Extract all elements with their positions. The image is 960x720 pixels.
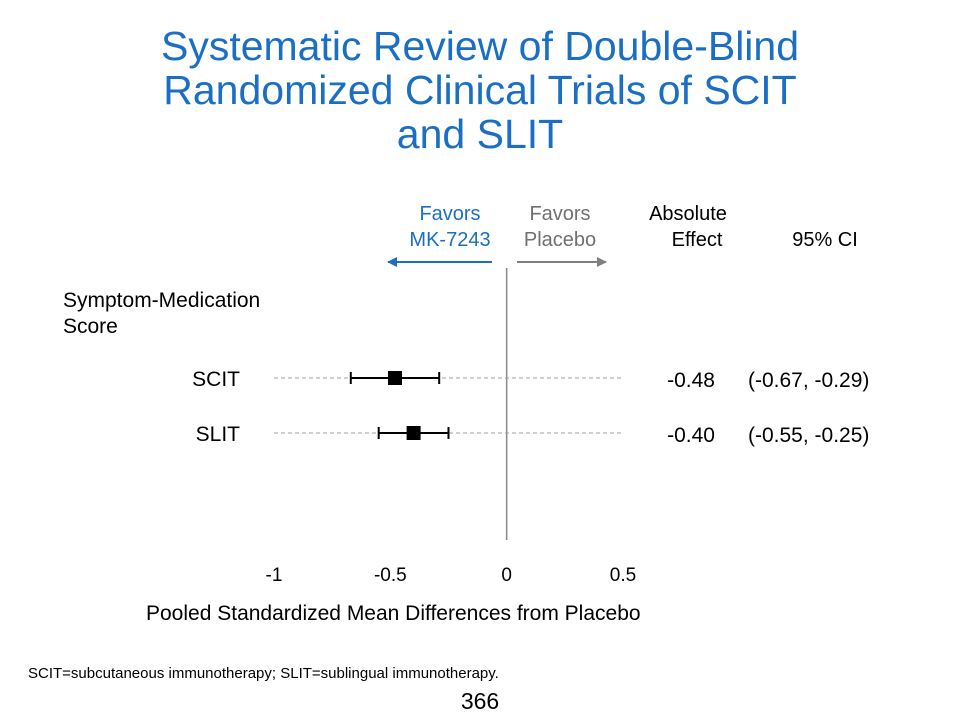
absolute-effect-value: -0.40 — [667, 424, 715, 447]
absolute-effect-value: -0.48 — [667, 369, 715, 392]
favors-drug-line-2: MK-7243 — [409, 229, 491, 251]
page-number: 366 — [460, 688, 500, 714]
absolute-effect-line-1: Absolute — [649, 203, 727, 225]
point-estimate — [387, 371, 402, 385]
ci-value: (-0.67, -0.29) — [748, 369, 869, 392]
x-tick-label: -0.5 — [374, 565, 407, 586]
point-estimate — [406, 426, 421, 440]
absolute-effect-header: Absolute Effect — [628, 201, 748, 253]
favors-placebo-line-1: Favors — [529, 203, 591, 225]
outcome-label-line-1: Symptom-Medication — [63, 289, 261, 312]
x-tick-label: -1 — [266, 565, 283, 586]
x-tick-label: 0 — [501, 565, 512, 586]
title-line-1: Systematic Review of Double-Blind — [160, 23, 800, 69]
favors-drug-line-1: Favors — [419, 203, 481, 225]
outcome-label-line-2: Score — [63, 315, 118, 338]
absolute-effect-line-2: Effect — [671, 229, 723, 251]
row-label: SCIT — [192, 368, 240, 391]
title-line-3: and SLIT — [396, 111, 564, 157]
favors-placebo-line-2: Placebo — [523, 229, 597, 251]
favors-drug-header: Favors MK-7243 — [395, 201, 505, 253]
favors-placebo-header: Favors Placebo — [505, 201, 615, 253]
footnote: SCIT=subcutaneous immunotherapy; SLIT=su… — [28, 665, 499, 682]
row-label: SLIT — [196, 423, 241, 446]
ci-header: 95% CI — [792, 229, 858, 251]
page-title: Systematic Review of Double-Blind Random… — [80, 24, 880, 156]
outcome-label: Symptom-Medication Score — [63, 288, 260, 340]
x-axis-title: Pooled Standardized Mean Differences fro… — [146, 602, 641, 625]
x-tick-label: 0.5 — [610, 565, 636, 586]
title-line-2: Randomized Clinical Trials of SCIT — [163, 67, 797, 113]
ci-value: (-0.55, -0.25) — [748, 424, 869, 447]
